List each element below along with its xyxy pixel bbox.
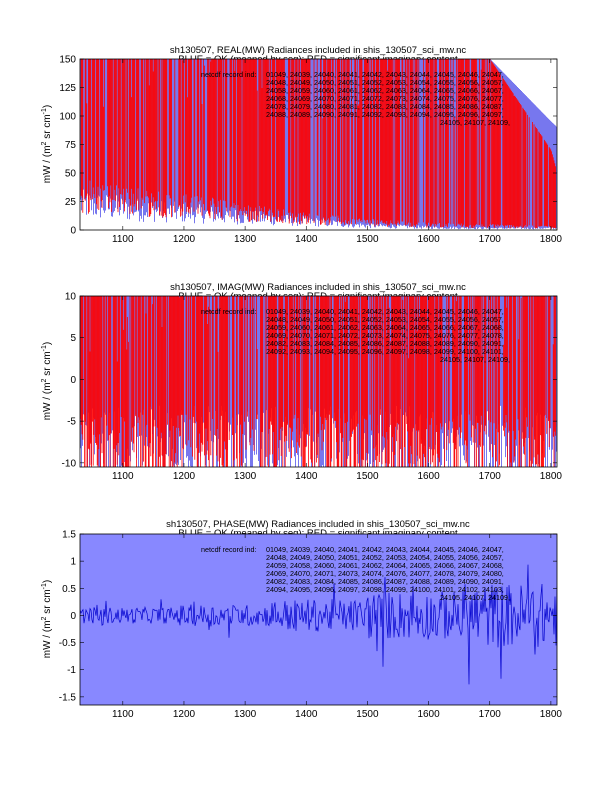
panel-real-imag-series (80, 59, 557, 229)
y-tick-label: 75 (65, 140, 77, 151)
x-tick-label: 1300 (234, 709, 257, 720)
y-tick-label: 25 (65, 197, 77, 208)
x-tick-label: 1800 (540, 471, 563, 482)
panel-imag: sh130507, IMAG(MW) Radiances included in… (41, 282, 562, 482)
panel-phase-annotation-line: 24069, 24070, 24071, 24073, 24074, 24076… (266, 569, 504, 578)
panel-real-annotation-line: 24058, 24059, 24060, 24061, 24062, 24063… (266, 86, 504, 95)
panel-imag-annotation-line: 01049, 24039, 24040, 24041, 24042, 24043… (266, 307, 504, 316)
y-tick-label: -1 (67, 665, 76, 676)
panel-imag-annotation-line: 24059, 24060, 24061, 24062, 24063, 24064… (266, 323, 504, 332)
x-tick-label: 1200 (173, 471, 196, 482)
panel-phase-title: sh130507, PHASE(MW) Radiances included i… (166, 519, 470, 530)
panel-real-x-ticks: 1100 1200 1300 1400 1500 1600 1700 1800 (112, 59, 562, 245)
panel-imag-x-ticks: 1100 1200 1300 1400 1500 1600 1700 1800 (112, 296, 562, 482)
panel-real-annotation-label: netcdf record ind: (201, 70, 257, 79)
panel-imag-axes-box (79, 295, 558, 468)
panel-real-title: sh130507, REAL(MW) Radiances included in… (170, 45, 466, 56)
panel-phase-x-ticks: 1100 1200 1300 1400 1500 1600 1700 1800 (112, 534, 562, 720)
y-tick-label: 0.5 (62, 584, 76, 595)
x-tick-label: 1600 (417, 234, 440, 245)
panel-real-y-ticks: 0 25 50 75 100 125 150 (59, 55, 557, 237)
x-tick-label: 1500 (356, 234, 379, 245)
panel-phase-annotation-line: 24048, 24049, 24050, 24051, 24052, 24053… (266, 553, 504, 562)
y-tick-label: 150 (59, 55, 76, 66)
x-tick-label: 1100 (112, 709, 134, 720)
y-tick-label: 10 (65, 292, 77, 303)
panel-imag-y-ticks: -10 -5 0 5 10 (62, 292, 557, 469)
panel-phase-y-ticks: -1.5 -1 -0.5 0 0.5 1 1.5 (59, 530, 557, 703)
panel-phase-series-line (80, 564, 557, 685)
y-tick-label: 1 (70, 557, 76, 568)
x-tick-label: 1500 (356, 709, 379, 720)
panel-phase-subtitle: BLUE = OK (meaned by seg); RED = signifi… (178, 528, 458, 539)
x-tick-label: 1100 (112, 471, 134, 482)
x-tick-label: 1200 (173, 234, 196, 245)
y-tick-label: 0 (70, 375, 76, 386)
panel-imag-ylabel: mW / (m2 sr cm-1) (41, 342, 53, 420)
panel-real-annotation-line: 24078, 24079, 24080, 24081, 24082, 24083… (266, 102, 504, 111)
svg-text:mW / (m2 sr cm-1): mW / (m2 sr cm-1) (41, 105, 53, 183)
x-tick-label: 1800 (540, 234, 563, 245)
panel-phase-annotation-line: 24082, 24083, 24084, 24085, 24086, 24087… (266, 577, 504, 586)
panel-real-plot-area (80, 59, 557, 230)
panel-real-annotation: netcdf record ind: 01049, 24039, 24040, … (201, 70, 510, 127)
panel-imag-annotation-line: 24069, 24070, 24071, 24072, 24073, 24074… (266, 331, 504, 340)
x-tick-label: 1300 (234, 471, 257, 482)
x-tick-label: 1400 (295, 471, 318, 482)
panel-imag-annotation-line: 24105, 24107, 24109, (440, 355, 510, 364)
x-tick-label: 1400 (295, 709, 318, 720)
panel-real-annotation-line: 24068, 24069, 24070, 24071, 24072, 24073… (266, 94, 504, 103)
x-tick-label: 1700 (479, 234, 502, 245)
panel-real-ylabel: mW / (m2 sr cm-1) (41, 105, 53, 183)
panel-imag-title: sh130507, IMAG(MW) Radiances included in… (170, 282, 466, 293)
x-tick-label: 1700 (479, 471, 502, 482)
y-tick-label: -0.5 (59, 638, 77, 649)
y-tick-label: -1.5 (59, 692, 77, 703)
panel-imag-annotation-line: 24092, 24093, 24094, 24095, 24096, 24097… (266, 347, 504, 356)
panel-real-annotation-line: 24105, 24107, 24109, (440, 118, 510, 127)
panel-phase-axes-box (79, 533, 558, 706)
panel-real-annotation-line: 24088, 24089, 24090, 24091, 24092, 24093… (266, 110, 504, 119)
panel-imag-annotation-line: 24082, 24083, 24084, 24085, 24086, 24087… (266, 339, 504, 348)
panel-phase-annotation-line: 24105, 24107, 24109, (440, 593, 510, 602)
panel-real-annotation-line: 01049, 24039, 24040, 24041, 24042, 24043… (266, 70, 504, 79)
panel-real-annotation-line: 24048, 24049, 24050, 24051, 24052, 24053… (266, 78, 504, 87)
y-tick-label: 50 (65, 169, 77, 180)
panel-imag-imag-series (80, 296, 557, 467)
x-tick-label: 1300 (234, 234, 257, 245)
svg-text:mW / (m2 sr cm-1): mW / (m2 sr cm-1) (41, 342, 53, 420)
y-tick-label: 1.5 (62, 530, 76, 541)
panel-imag-annotation-label: netcdf record ind: (201, 307, 257, 316)
panel-real: sh130507, REAL(MW) Radiances included in… (41, 45, 562, 245)
y-tick-label: 100 (59, 112, 76, 123)
x-tick-label: 1600 (417, 709, 440, 720)
x-tick-label: 1400 (295, 234, 318, 245)
y-tick-label: 125 (59, 83, 76, 94)
x-tick-label: 1800 (540, 709, 563, 720)
panel-imag-annotation: netcdf record ind: 01049, 24039, 24040, … (201, 307, 510, 364)
panel-phase-annotation-label: netcdf record ind: (201, 545, 257, 554)
x-tick-label: 1200 (173, 709, 196, 720)
x-tick-label: 1600 (417, 471, 440, 482)
y-tick-label: 5 (70, 333, 76, 344)
panel-phase-annotation-line: 24094, 24095, 24096, 24097, 24098, 24099… (266, 585, 504, 594)
panel-imag-annotation-line: 24048, 24049, 24050, 24051, 24052, 24053… (266, 315, 504, 324)
panel-phase-annotation-line: 24059, 24058, 24060, 24061, 24062, 24064… (266, 561, 504, 570)
y-tick-label: -10 (62, 458, 77, 469)
panel-phase-ylabel: mW / (m2 sr cm-1) (41, 580, 53, 658)
x-tick-label: 1500 (356, 471, 379, 482)
x-tick-label: 1100 (112, 234, 134, 245)
x-tick-label: 1700 (479, 709, 502, 720)
y-tick-label: 0 (70, 226, 76, 237)
panel-phase: sh130507, PHASE(MW) Radiances included i… (41, 519, 562, 720)
panel-phase-annotation: netcdf record ind: 01049, 24039, 24040, … (201, 545, 510, 602)
panel-phase-plot-area (80, 534, 557, 705)
y-tick-label: -5 (67, 417, 76, 428)
panel-imag-plot-area (80, 296, 557, 467)
panel-phase-annotation-line: 01049, 24039, 24040, 24041, 24042, 24043… (266, 545, 504, 554)
y-tick-label: 0 (70, 611, 76, 622)
svg-text:mW / (m2 sr cm-1): mW / (m2 sr cm-1) (41, 580, 53, 658)
